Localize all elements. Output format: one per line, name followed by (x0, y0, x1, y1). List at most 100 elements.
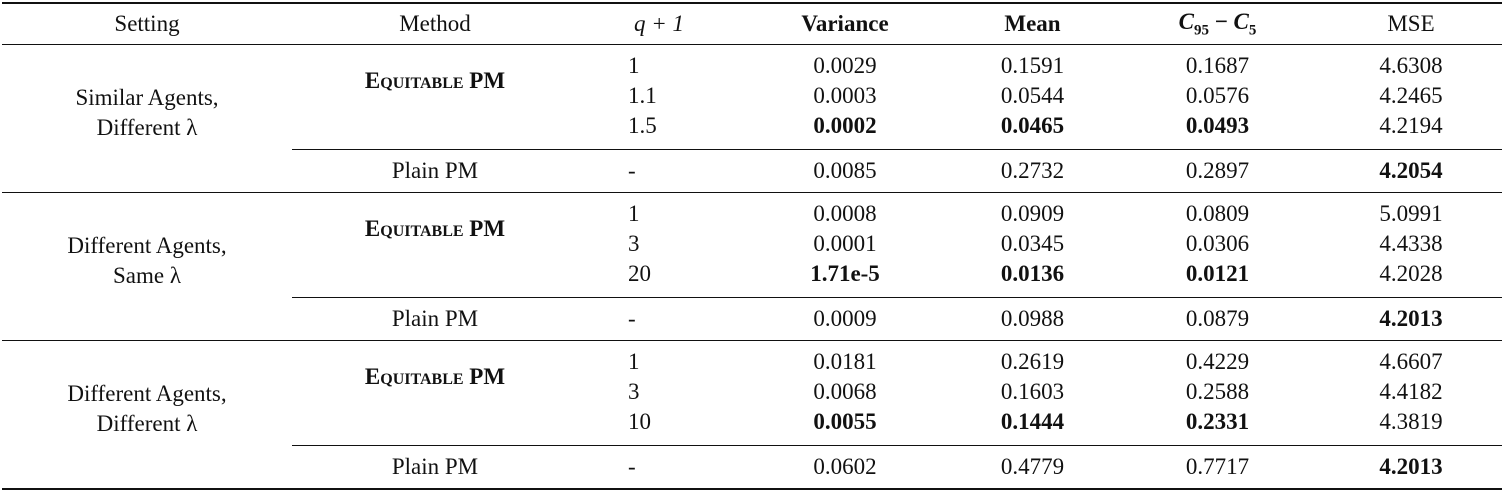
value: 0.2619 (1000, 349, 1065, 374)
value: 0.0001 (813, 231, 877, 256)
value-cell: 0.7717 (1115, 445, 1320, 489)
value: 0.0002 (813, 113, 877, 138)
value-cell: 5.0991 4.4338 4.2028 (1320, 192, 1502, 298)
header-cell: C95 − C5 (1115, 3, 1320, 45)
value: 0.2588 (1185, 379, 1250, 404)
value: 0.0121 (1185, 261, 1250, 286)
value: 4.2028 (1379, 261, 1443, 286)
value: 1.1 (628, 83, 657, 108)
value-cell: 0.0602 (740, 445, 950, 489)
value: 0.0055 (813, 409, 877, 434)
value-cell: - (578, 445, 740, 489)
method-cell: Equitable PM (292, 340, 578, 446)
value: 4.6607 (1379, 349, 1443, 374)
value: 0.1603 (1000, 379, 1065, 404)
method-block-row: Different Agents, Same λ Equitable PM 1 3 20 0… (2, 192, 1502, 341)
value: 0.0909 (1000, 201, 1065, 226)
value-cell: 0.0909 0.0345 0.0136 (950, 192, 1115, 298)
header-cell: Method (292, 3, 578, 45)
header-symbol: C (1178, 8, 1194, 34)
method-block-row: Similar Agents, Different λ Equitable PM 1 1… (2, 44, 1502, 193)
value-cell: 0.4229 0.2588 0.2331 (1115, 340, 1320, 446)
method-cell: Plain PM (292, 445, 578, 489)
value-cell: 0.0988 (950, 297, 1115, 341)
header-row: Setting Method q + 1 Variance Mean C95 − C5 MS… (2, 3, 1502, 45)
value-cell: 0.0029 0.0003 0.0002 (740, 44, 950, 150)
value: 0.0306 (1185, 231, 1250, 256)
value-cell: 0.0008 0.0001 1.71e-5 (740, 192, 950, 298)
value: 4.2465 (1379, 83, 1443, 108)
value: 0.0029 (813, 53, 877, 78)
header-text: − (1208, 8, 1234, 34)
header-cell: MSE (1320, 3, 1502, 45)
setting-line: Different Agents, (67, 232, 227, 258)
value-cell: 1 1.1 1.5 (578, 44, 740, 150)
setting-line: Different Agents, (67, 380, 227, 406)
value: 4.4182 (1379, 379, 1443, 404)
value: 4.3819 (1379, 409, 1443, 434)
value: 0.0136 (1000, 261, 1065, 286)
method-cell: Equitable PM (292, 192, 578, 298)
value: 0.0493 (1185, 113, 1250, 138)
value-cell: - (578, 297, 740, 341)
value: 3 (628, 379, 640, 404)
value: 1.71e-5 (810, 261, 880, 286)
header-subscript: 5 (1248, 22, 1257, 39)
value-cell: 0.0009 (740, 297, 950, 341)
value-cell: 4.6607 4.4182 4.3819 (1320, 340, 1502, 446)
value: 4.6308 (1379, 53, 1443, 78)
method-cell: Equitable PM (292, 44, 578, 150)
value: 20 (628, 261, 651, 286)
value: 1 (628, 53, 640, 78)
header-cell: Variance (740, 3, 950, 45)
header-cell: Setting (2, 3, 292, 45)
header-cell: q + 1 (578, 3, 740, 45)
header-subscript: 95 (1193, 22, 1209, 39)
value-cell: 0.1591 0.0544 0.0465 (950, 44, 1115, 150)
value: 0.0809 (1185, 201, 1250, 226)
results-table: Setting Method q + 1 Variance Mean C95 − C5 MS… (2, 2, 1502, 490)
value: 0.0544 (1000, 83, 1065, 108)
method-cell: Plain PM (292, 297, 578, 341)
value-cell: 0.1687 0.0576 0.0493 (1115, 44, 1320, 150)
value: 0.2331 (1185, 409, 1250, 434)
method-block-row: Different Agents, Different λ Equitable PM… (2, 340, 1502, 489)
header-text: q + 1 (633, 11, 685, 36)
value: 1 (628, 349, 640, 374)
value: 0.1687 (1185, 53, 1250, 78)
header-cell: Mean (950, 3, 1115, 45)
value: 0.1591 (1000, 53, 1065, 78)
value: 3 (628, 231, 640, 256)
value-cell: 0.2619 0.1603 0.1444 (950, 340, 1115, 446)
value-cell: 0.0879 (1115, 297, 1320, 341)
plain-row: Plain PM -0.0602 0.4779 0.7717 4.2013 (2, 445, 1502, 489)
value-cell: 0.0181 0.0068 0.0055 (740, 340, 950, 446)
value: 0.1444 (1000, 409, 1065, 434)
value-cell: 4.2013 (1320, 445, 1502, 489)
value-cell: 0.2897 (1115, 149, 1320, 193)
value-cell: 1 3 20 (578, 192, 740, 298)
value: 1.5 (628, 113, 657, 138)
value-cell: - (578, 149, 740, 193)
plain-row: Plain PM -0.0009 0.0988 0.0879 4.2013 (2, 297, 1502, 341)
value: 4.2194 (1379, 113, 1443, 138)
value: 4.4338 (1379, 231, 1443, 256)
value-cell: 4.6308 4.2465 4.2194 (1320, 44, 1502, 150)
value-cell: 4.2054 (1320, 149, 1502, 193)
value: 0.0576 (1185, 83, 1250, 108)
setting-cell: Different Agents, Different λ (2, 340, 292, 489)
value: 5.0991 (1379, 201, 1443, 226)
value: 0.0068 (813, 379, 877, 404)
header-symbol: C (1233, 8, 1249, 34)
value-cell: 0.4779 (950, 445, 1115, 489)
plain-row: Plain PM -0.0085 0.2732 0.2897 4.2054 (2, 149, 1502, 193)
table-body: Similar Agents, Different λ Equitable PM 1 1… (2, 44, 1502, 489)
value: 0.0465 (1000, 113, 1065, 138)
value-cell: 4.2013 (1320, 297, 1502, 341)
value: 10 (628, 409, 651, 434)
value: 0.0008 (813, 201, 877, 226)
value: 1 (628, 201, 640, 226)
value-cell: 1 3 10 (578, 340, 740, 446)
value-cell: 0.0809 0.0306 0.0121 (1115, 192, 1320, 298)
